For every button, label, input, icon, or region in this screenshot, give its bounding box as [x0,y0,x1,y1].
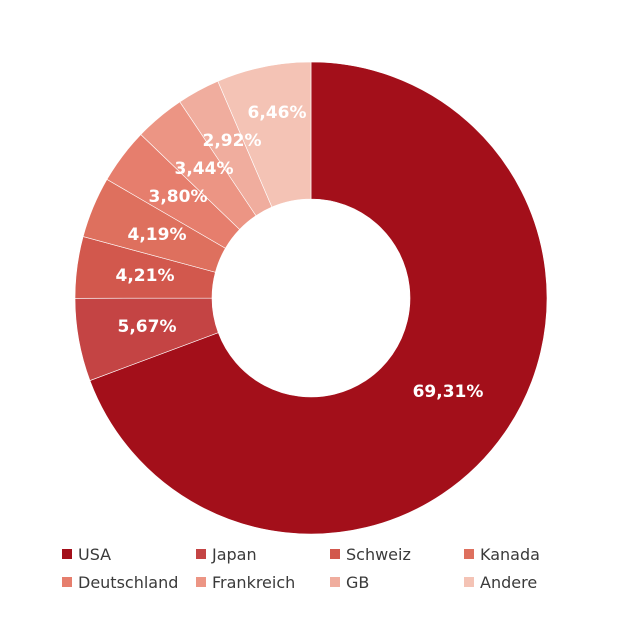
slice-label-frankreich: 3,44% [175,159,234,179]
slice-label-kanada: 4,19% [128,225,187,245]
slice-label-andere: 6,46% [248,103,307,123]
slice-label-gb: 2,92% [203,131,262,151]
legend-label-japan: Japan [212,544,257,564]
legend-label-deutschland: Deutschland [78,572,179,592]
legend-item-gb: GB [330,571,464,593]
legend-swatch-andere [464,577,474,587]
slice-label-deutschland: 3,80% [149,187,208,207]
donut-slice-usa [89,61,548,535]
legend-label-schweiz: Schweiz [346,544,411,564]
legend-label-usa: USA [78,544,112,564]
legend-swatch-deutschland [62,577,72,587]
legend-swatch-schweiz [330,549,340,559]
legend-swatch-japan [196,549,206,559]
legend-item-schweiz: Schweiz [330,543,464,565]
legend-label-frankreich: Frankreich [212,572,296,592]
legend-swatch-frankreich [196,577,206,587]
slice-label-schweiz: 4,21% [116,266,175,286]
slice-label-japan: 5,67% [118,317,177,337]
legend-item-frankreich: Frankreich [196,571,330,593]
legend-label-andere: Andere [480,572,538,592]
legend-item-andere: Andere [464,571,582,593]
legend-swatch-kanada [464,549,474,559]
legend-item-japan: Japan [196,543,330,565]
legend-label-kanada: Kanada [480,544,540,564]
donut-chart-svg: 69,31% 5,67% 4,21% 4,19% 3,80% 3,44% 2,92% 6,46… [74,61,548,535]
donut-slice-andere [217,61,312,208]
legend-swatch-gb [330,577,340,587]
legend-item-deutschland: Deutschland [62,571,196,593]
chart-legend: USA Japan Schweiz Kanada Deutschland Frankrei… [62,543,582,593]
legend-item-usa: USA [62,543,196,565]
legend-item-kanada: Kanada [464,543,582,565]
slice-label-usa: 69,31% [413,382,484,402]
legend-swatch-usa [62,549,72,559]
legend-label-gb: GB [346,572,370,592]
donut-chart: 69,31% 5,67% 4,21% 4,19% 3,80% 3,44% 2,92% 6,46… [74,61,548,535]
